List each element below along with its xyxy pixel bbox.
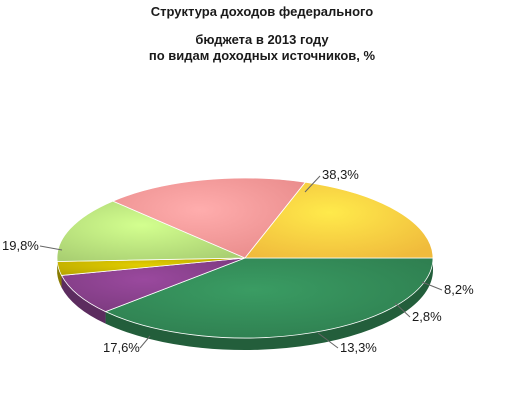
chart-title-line-2: бюджета в 2013 году (195, 32, 329, 47)
chart-title-line-3: по видам доходных источников, % (148, 48, 376, 63)
pie-slice-label: 19,8% (2, 238, 39, 253)
chart-title-line-1: Структура доходов федерального (150, 4, 374, 19)
pie-slice-side (105, 258, 433, 350)
pie-slice-label: 13,3% (340, 340, 377, 355)
pie-leader-line (139, 335, 151, 349)
pie-labels: 38,3% 8,2%2,8% 13,3% 17,6% 19,8% (2, 167, 474, 355)
pie-slice (104, 257, 434, 339)
pie-slice (111, 177, 307, 259)
pie-slice-label: 8,2% (444, 282, 474, 297)
pie-slice-label: 17,6% (103, 340, 140, 355)
pie-leader-line (39, 245, 63, 251)
pie-slice-label: 38,3% (322, 167, 359, 182)
pie-slice (56, 200, 246, 262)
pie-leader-line (421, 281, 443, 291)
pie-slice (244, 181, 434, 259)
pie-leader-line (304, 175, 321, 193)
pie-leader-lines (39, 175, 443, 349)
pie-leader-line (317, 332, 339, 349)
pie-slice-side (61, 275, 106, 324)
pie-slice-label: 2,8% (412, 309, 442, 324)
pie-slices (56, 177, 434, 339)
pie-leader-line (394, 302, 411, 318)
